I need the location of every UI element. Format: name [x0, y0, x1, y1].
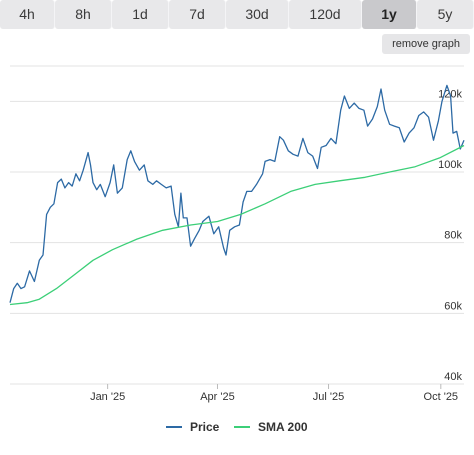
y-tick-label: 80k [444, 230, 462, 242]
legend-swatch-sma-200 [234, 426, 250, 428]
legend-label-price: Price [190, 420, 220, 434]
tab-5y[interactable]: 5y [417, 0, 474, 29]
x-axis-ticks: Jan '25 Apr '25 Jul '25 Oct '25 [90, 384, 458, 403]
timeframe-tabs: 4h 8h 1d 7d 30d 120d 1y 5y [0, 0, 474, 29]
x-tick-label: Jul '25 [313, 391, 344, 403]
x-tick-label: Oct '25 [424, 391, 459, 403]
tab-1d[interactable]: 1d [112, 0, 169, 29]
series-lines [9, 84, 465, 306]
tab-7d[interactable]: 7d [169, 0, 226, 29]
tab-4h[interactable]: 4h [0, 0, 55, 29]
legend-item-price[interactable]: Price [166, 420, 219, 434]
y-tick-label: 60k [444, 300, 462, 312]
series-line-sma-200 [9, 144, 465, 306]
chart-legend: Price SMA 200 [0, 418, 474, 440]
tab-1y[interactable]: 1y [362, 0, 417, 29]
y-tick-label: 40k [444, 371, 462, 383]
x-tick-label: Apr '25 [200, 391, 235, 403]
y-tick-label: 100k [438, 159, 462, 171]
tab-120d[interactable]: 120d [289, 0, 362, 29]
x-tick-label: Jan '25 [90, 391, 125, 403]
remove-graph-button[interactable]: remove graph [382, 34, 470, 54]
legend-item-sma-200[interactable]: SMA 200 [234, 420, 308, 434]
legend-swatch-price [166, 426, 182, 428]
legend-label-sma-200: SMA 200 [258, 420, 308, 434]
tab-30d[interactable]: 30d [226, 0, 289, 29]
tab-8h[interactable]: 8h [55, 0, 112, 29]
series-line-price [9, 84, 465, 303]
grid-lines [10, 65, 464, 385]
